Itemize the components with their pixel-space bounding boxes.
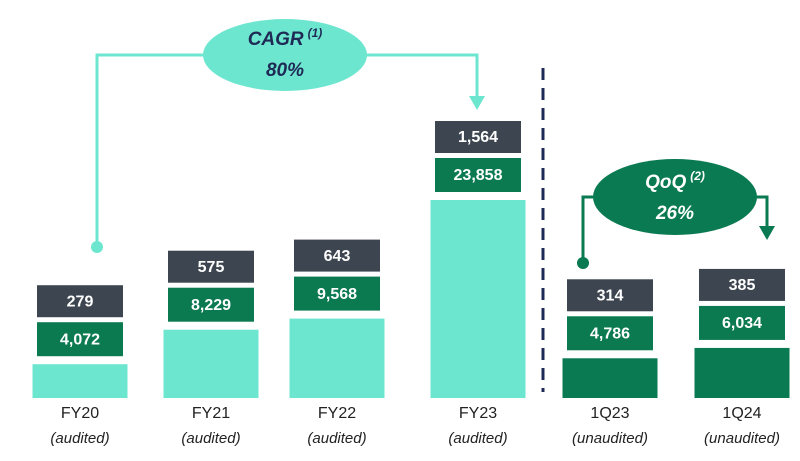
bar	[32, 364, 128, 398]
qoq-value: 26%	[655, 203, 694, 224]
cagr: CAGR (1)	[248, 26, 323, 50]
bar	[694, 347, 790, 398]
arrow	[469, 96, 485, 110]
value-label: 385	[729, 277, 756, 294]
connector	[755, 195, 769, 228]
x-tick-note: (audited)	[307, 430, 366, 447]
value-box	[699, 305, 785, 340]
x-tick-label: FY20	[61, 405, 99, 422]
qoq: QoQ (2)	[645, 169, 705, 193]
value-label: 6,034	[722, 315, 762, 332]
x-tick-note: (audited)	[181, 430, 240, 447]
value-label: 279	[67, 293, 94, 310]
x-tick-note: (unaudited)	[572, 430, 648, 447]
value-box	[168, 250, 254, 283]
value-label: 8,229	[191, 297, 231, 314]
connector	[581, 195, 595, 262]
cagr-bubble	[203, 19, 367, 91]
connector	[95, 53, 205, 247]
value-label: 23,858	[454, 167, 503, 184]
cagr-value: 80%	[266, 60, 304, 81]
value-box	[435, 121, 521, 153]
value-label: 314	[597, 287, 624, 304]
value-label: 9,568	[317, 286, 357, 303]
x-tick-label: FY23	[459, 405, 497, 422]
value-box	[168, 287, 254, 322]
value-box	[567, 279, 653, 312]
x-tick-label: 1Q23	[590, 405, 629, 422]
value-box	[699, 268, 785, 301]
x-tick-label: FY22	[318, 405, 356, 422]
value-label: 1,564	[458, 129, 498, 146]
qoq-bubble	[593, 159, 757, 235]
value-box	[567, 316, 653, 351]
value-box	[37, 322, 123, 357]
dot	[577, 257, 589, 269]
cagr-label: CAGR	[248, 29, 304, 50]
bar	[163, 329, 259, 398]
value-box	[294, 276, 380, 311]
x-tick-label: FY21	[192, 405, 230, 422]
x-tick-label: 1Q24	[722, 405, 761, 422]
value-label: 4,786	[590, 325, 630, 342]
qoq-label: QoQ	[645, 172, 686, 193]
cagr-note: (1)	[308, 26, 323, 40]
dot	[91, 241, 103, 253]
qoq-note: (2)	[690, 169, 705, 183]
x-tick-note: (unaudited)	[704, 430, 780, 447]
x-tick-note: (audited)	[50, 430, 109, 447]
connector	[365, 53, 479, 98]
arrow	[759, 226, 775, 240]
bar	[430, 200, 526, 398]
value-box	[435, 158, 521, 192]
bar	[289, 318, 385, 398]
value-box	[37, 285, 123, 318]
value-label: 4,072	[60, 331, 100, 348]
bar	[562, 358, 658, 398]
x-tick-note: (audited)	[448, 430, 507, 447]
value-label: 575	[198, 259, 225, 276]
value-box	[294, 239, 380, 272]
value-label: 643	[324, 248, 351, 265]
